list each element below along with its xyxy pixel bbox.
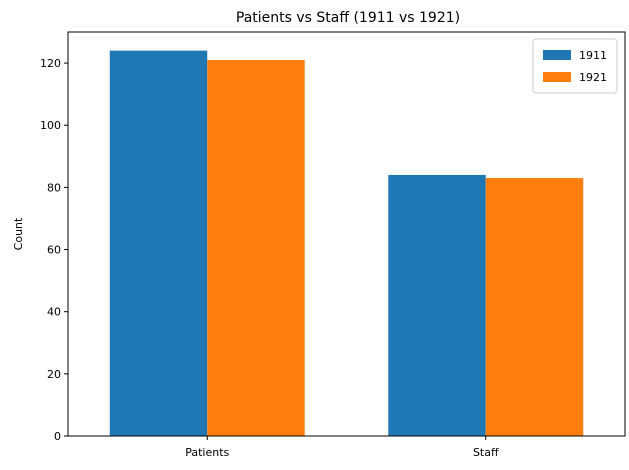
y-axis-label: Count <box>12 217 25 250</box>
bar-1911-patients <box>109 50 208 437</box>
bar-1921-staff <box>485 178 584 437</box>
legend-box <box>532 38 618 94</box>
y-tick-label: 120 <box>40 57 61 70</box>
x-tick-label: Staff <box>473 446 499 459</box>
legend-swatch-1911 <box>543 50 571 60</box>
y-axis-ticks: 0 20 40 60 80 100 120 <box>40 57 68 443</box>
bar-1921-patients <box>207 59 305 436</box>
y-tick-label: 0 <box>54 430 61 443</box>
legend: 1911 1921 <box>532 38 618 94</box>
legend-swatch-1921 <box>543 72 571 82</box>
x-axis-ticks: Patients Staff <box>185 436 499 459</box>
legend-label-1911: 1911 <box>579 49 607 62</box>
bars-group <box>109 50 584 437</box>
legend-label-1921: 1921 <box>579 71 607 84</box>
y-tick-label: 60 <box>47 244 61 257</box>
chart-title: Patients vs Staff (1911 vs 1921) <box>236 10 460 26</box>
y-tick-label: 80 <box>47 181 61 194</box>
y-tick-label: 40 <box>47 306 61 319</box>
y-tick-label: 20 <box>47 368 61 381</box>
y-tick-label: 100 <box>40 119 61 132</box>
bar-1911-staff <box>388 174 486 436</box>
x-tick-label: Patients <box>185 446 229 459</box>
plot-frame <box>67 31 626 437</box>
